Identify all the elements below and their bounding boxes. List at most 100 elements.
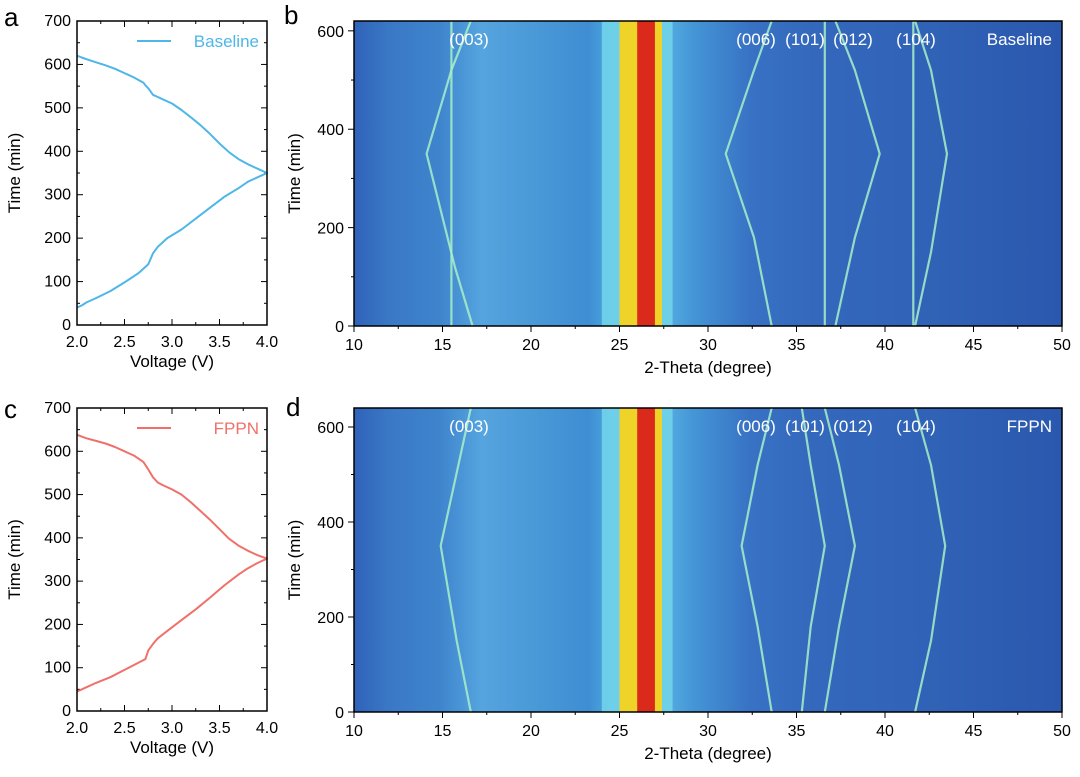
x-tick-label: 2.5 bbox=[113, 334, 135, 351]
intensity-band bbox=[637, 21, 655, 326]
x-tick-label: 2.0 bbox=[66, 720, 88, 737]
panel-c: c 2.0 2.5 3.0 3.5 4.0 0 100 200 300 400 500 600 700 F… bbox=[4, 394, 278, 757]
x-tick-label: 10 bbox=[345, 337, 363, 354]
x-tick-label: 50 bbox=[1053, 723, 1071, 740]
series-line-baseline bbox=[76, 54, 268, 309]
peak-trace bbox=[724, 20, 773, 327]
peak-trace bbox=[823, 407, 856, 713]
x-tick-label: 30 bbox=[699, 337, 717, 354]
x-tick-label: 40 bbox=[876, 723, 894, 740]
x-tick-label: 25 bbox=[611, 723, 629, 740]
y-tick-label: 0 bbox=[62, 317, 71, 334]
x-tick-label: 35 bbox=[788, 337, 806, 354]
y-tick-label: 600 bbox=[44, 443, 71, 460]
y-tick-label: 500 bbox=[44, 487, 71, 504]
x-tick-label: 3.0 bbox=[161, 334, 183, 351]
x-tick-label: 45 bbox=[965, 723, 983, 740]
panel-b: b (003) (006) (101) (012) (104) Baseline 10 15 2… bbox=[284, 0, 1071, 377]
plot-frame bbox=[353, 20, 1063, 327]
x-tick-label: 3.5 bbox=[208, 720, 230, 737]
panel-title: Baseline bbox=[987, 30, 1052, 49]
y-tick-label: 200 bbox=[44, 616, 71, 633]
x-tick-label: 50 bbox=[1053, 337, 1071, 354]
y-tick-label: 300 bbox=[44, 187, 71, 204]
x-tick-label: 20 bbox=[522, 723, 540, 740]
y-axis-label: Time (min) bbox=[5, 133, 24, 214]
y-tick-label: 200 bbox=[44, 230, 71, 247]
y-tick-label: 600 bbox=[44, 56, 71, 73]
series-line-fppn bbox=[76, 433, 268, 693]
panel-c-letter: c bbox=[4, 394, 17, 424]
y-tick-label: 400 bbox=[44, 143, 71, 160]
y-tick-label: 500 bbox=[44, 100, 71, 117]
peak-label: (006) bbox=[736, 417, 776, 436]
x-tick-label: 15 bbox=[434, 723, 452, 740]
x-axis-label: Voltage (V) bbox=[130, 738, 214, 757]
peak-trace bbox=[914, 20, 949, 327]
y-tick-label: 100 bbox=[44, 660, 71, 677]
panel-title: FPPN bbox=[1007, 417, 1052, 436]
peak-label: (012) bbox=[833, 30, 873, 49]
y-tick-label: 0 bbox=[62, 703, 71, 720]
x-tick-label: 2.0 bbox=[66, 334, 88, 351]
x-tick-label: 40 bbox=[876, 337, 894, 354]
peak-trace bbox=[800, 407, 826, 713]
y-tick-label: 100 bbox=[44, 274, 71, 291]
y-tick-label: 0 bbox=[335, 319, 344, 336]
intensity-band bbox=[637, 408, 655, 712]
y-tick-label: 700 bbox=[44, 13, 71, 30]
y-tick-label: 400 bbox=[317, 515, 344, 532]
peak-label: (104) bbox=[896, 417, 936, 436]
x-tick-label: 30 bbox=[699, 723, 717, 740]
plot-frame bbox=[76, 20, 268, 326]
peak-trace bbox=[740, 407, 773, 713]
y-tick-label: 300 bbox=[44, 573, 71, 590]
heatmap-background bbox=[354, 21, 1062, 326]
x-tick-label: 4.0 bbox=[256, 334, 278, 351]
y-tick-label: 0 bbox=[335, 705, 344, 722]
peak-trace bbox=[914, 407, 947, 713]
plot-frame bbox=[353, 407, 1063, 713]
peak-trace bbox=[425, 20, 474, 327]
y-axis-label: Time (min) bbox=[285, 520, 304, 601]
y-tick-label: 600 bbox=[317, 420, 344, 437]
x-tick-label: 3.0 bbox=[161, 720, 183, 737]
x-tick-label: 25 bbox=[611, 337, 629, 354]
y-axis-label: Time (min) bbox=[285, 133, 304, 214]
x-axis-label: 2-Theta (degree) bbox=[644, 744, 772, 763]
peak-trace bbox=[439, 407, 472, 713]
peak-label: (012) bbox=[833, 417, 873, 436]
x-tick-label: 2.5 bbox=[113, 720, 135, 737]
legend-label: Baseline bbox=[194, 32, 259, 51]
y-axis-label: Time (min) bbox=[5, 519, 24, 600]
panel-d-letter: d bbox=[286, 392, 300, 422]
peak-label: (003) bbox=[449, 417, 489, 436]
y-tick-label: 200 bbox=[317, 221, 344, 238]
y-tick-label: 200 bbox=[317, 610, 344, 627]
peak-label: (003) bbox=[449, 30, 489, 49]
x-tick-label: 3.5 bbox=[208, 334, 230, 351]
y-tick-label: 400 bbox=[317, 122, 344, 139]
x-tick-label: 4.0 bbox=[256, 720, 278, 737]
x-axis-label: 2-Theta (degree) bbox=[644, 358, 772, 377]
panel-b-letter: b bbox=[284, 0, 298, 30]
panel-d: d (003) (006) (101) (012) (104) FPPN 10 15 20 25 3… bbox=[285, 392, 1071, 763]
peak-trace bbox=[834, 20, 881, 327]
panel-a-letter: a bbox=[4, 2, 19, 32]
peak-label: (104) bbox=[896, 30, 936, 49]
y-tick-label: 700 bbox=[44, 400, 71, 417]
peak-label: (101) bbox=[785, 30, 825, 49]
x-tick-label: 45 bbox=[965, 337, 983, 354]
legend-label: FPPN bbox=[214, 419, 259, 438]
plot-frame bbox=[76, 407, 268, 712]
x-tick-label: 10 bbox=[345, 723, 363, 740]
peak-label: (101) bbox=[785, 417, 825, 436]
peak-label: (006) bbox=[736, 30, 776, 49]
y-tick-label: 600 bbox=[317, 24, 344, 41]
panel-a: a 2.0 2.5 3.0 3.5 4.0 0 100 200 300 400 500 600 700 B… bbox=[4, 2, 278, 371]
x-axis-label: Voltage (V) bbox=[130, 352, 214, 371]
x-tick-label: 15 bbox=[434, 337, 452, 354]
y-tick-label: 400 bbox=[44, 530, 71, 547]
x-tick-label: 35 bbox=[788, 723, 806, 740]
